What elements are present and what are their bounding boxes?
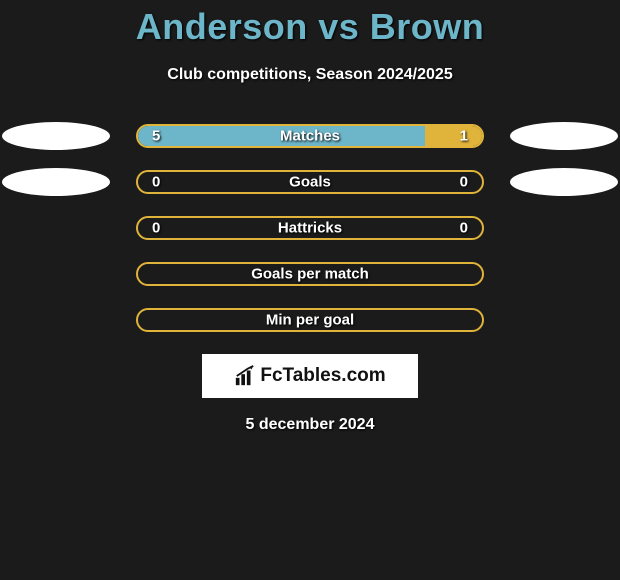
stat-bar: 5 1 Matches: [136, 124, 484, 148]
stat-bar: Min per goal: [136, 308, 484, 332]
bar-fill-right: [425, 126, 482, 146]
stat-bar: Goals per match: [136, 262, 484, 286]
subtitle: Club competitions, Season 2024/2025: [0, 66, 620, 84]
player2-avatar: [510, 122, 618, 150]
stat-value-left: 0: [152, 220, 160, 237]
stat-value-right: 1: [460, 128, 468, 145]
brand-text: FcTables.com: [260, 365, 385, 387]
stat-bar: 0 0 Goals: [136, 170, 484, 194]
stat-value-right: 0: [460, 220, 468, 237]
stat-row: Min per goal: [0, 308, 620, 332]
page-title: Anderson vs Brown: [0, 0, 620, 48]
stat-row: 0 0 Hattricks: [0, 216, 620, 240]
stat-bar: 0 0 Hattricks: [136, 216, 484, 240]
player1-avatar: [2, 122, 110, 150]
brand-chart-icon: [234, 365, 256, 387]
stat-label: Hattricks: [278, 220, 342, 237]
stat-label: Matches: [280, 128, 340, 145]
player2-avatar: [510, 168, 618, 196]
stat-row: 5 1 Matches: [0, 124, 620, 148]
player1-avatar: [2, 168, 110, 196]
stat-value-left: 5: [152, 128, 160, 145]
date-text: 5 december 2024: [0, 416, 620, 434]
stat-value-left: 0: [152, 174, 160, 191]
stat-label: Goals per match: [251, 266, 369, 283]
stat-label: Min per goal: [266, 312, 354, 329]
brand-badge: FcTables.com: [202, 354, 418, 398]
stat-label: Goals: [289, 174, 331, 191]
stat-row: Goals per match: [0, 262, 620, 286]
stats-container: 5 1 Matches 0 0 Goals 0 0 Hattricks Goals per mat…: [0, 124, 620, 332]
stat-row: 0 0 Goals: [0, 170, 620, 194]
stat-value-right: 0: [460, 174, 468, 191]
